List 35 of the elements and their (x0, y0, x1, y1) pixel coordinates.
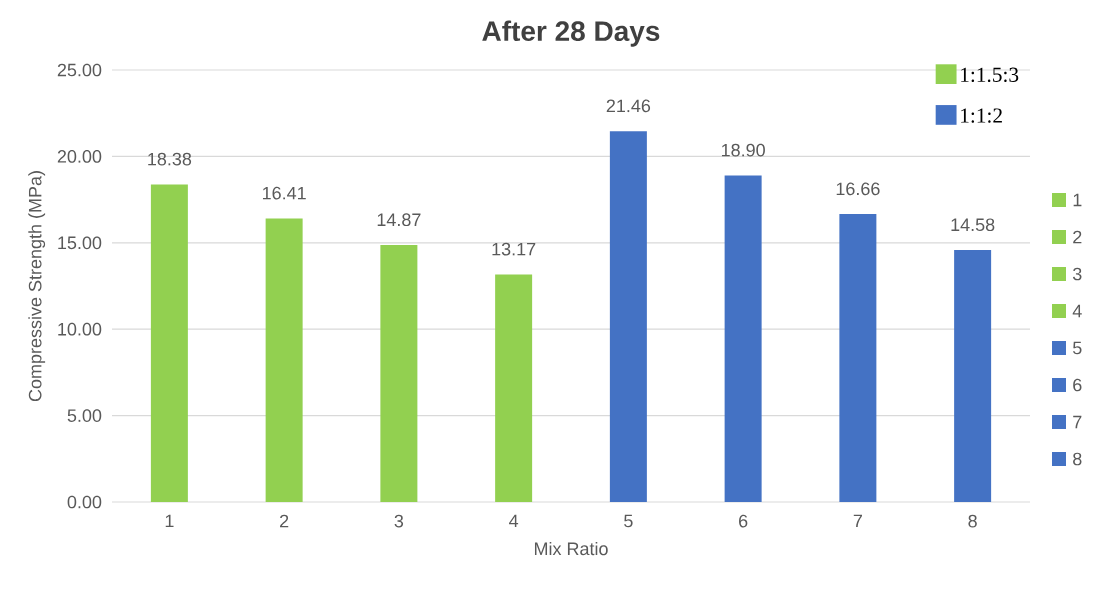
category-label: 1 (1073, 193, 1082, 207)
category-label: 5 (1072, 341, 1082, 355)
data-label: 18.90 (721, 143, 765, 157)
x-tick-label: 4 (509, 514, 519, 528)
category-label: 3 (1072, 267, 1082, 281)
y-tick-label: 5.00 (67, 409, 102, 422)
data-label: 16.41 (262, 186, 306, 200)
x-tick-label: 2 (280, 514, 289, 528)
x-tick-label: 7 (853, 514, 862, 528)
y-tick-label: 25.00 (57, 63, 102, 77)
category-label: 4 (1072, 304, 1082, 318)
x-tick-label: 8 (968, 514, 977, 528)
x-tick-label: 6 (739, 514, 748, 528)
x-tick-label: 3 (394, 514, 404, 528)
chart-title: After 28 Days (482, 20, 660, 47)
data-label: 13.17 (492, 242, 536, 256)
y-tick-label: 20.00 (57, 150, 102, 163)
x-tick-label: 5 (624, 514, 633, 528)
category-label: 7 (1073, 415, 1082, 429)
data-label: 21.46 (606, 99, 651, 113)
data-label: 18.38 (148, 152, 192, 166)
y-axis-title: Compressive Strength (MPa) (28, 171, 46, 402)
legend-label: 1:1:2 (961, 108, 1002, 123)
data-label: 16.66 (836, 182, 880, 196)
legend-label: 1:1.5:3 (961, 67, 1019, 83)
data-label: 14.87 (377, 213, 421, 227)
y-tick-label: 15.00 (58, 236, 102, 250)
category-label: 2 (1073, 230, 1082, 244)
x-axis-title: Mix Ratio (534, 541, 608, 556)
category-label: 8 (1073, 452, 1082, 466)
y-tick-label: 10.00 (58, 322, 102, 336)
category-label: 6 (1073, 378, 1082, 392)
y-tick-label: 0.00 (67, 495, 102, 509)
data-label: 14.58 (951, 218, 995, 232)
x-tick-label: 1 (165, 514, 174, 528)
